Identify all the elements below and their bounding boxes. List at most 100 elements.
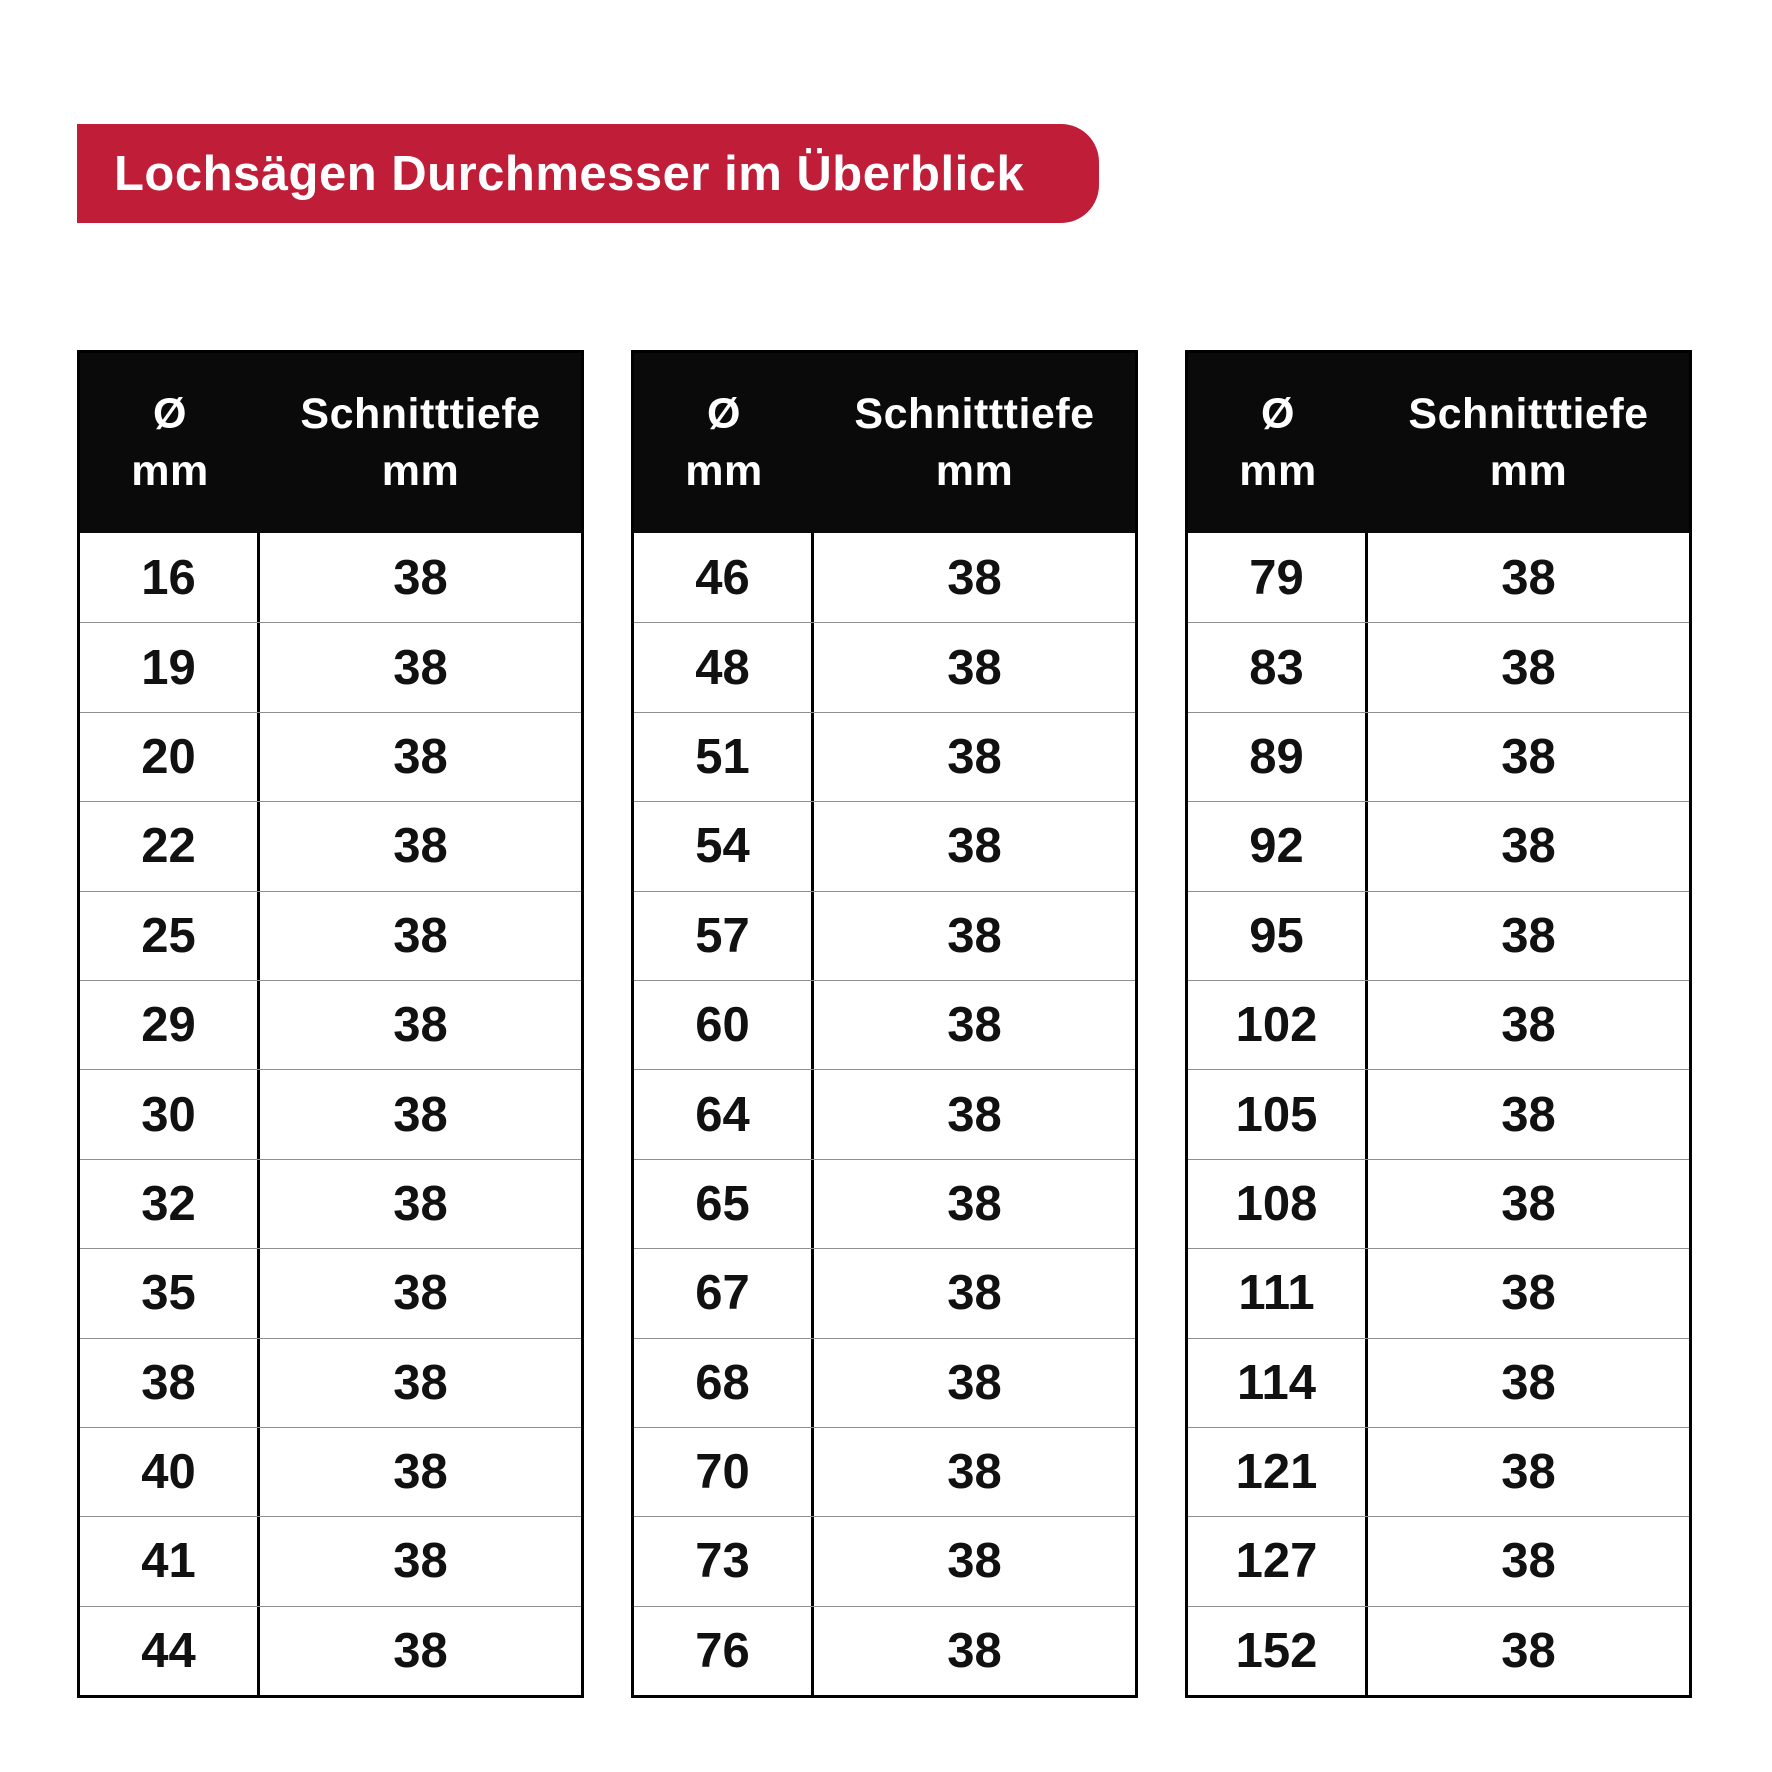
table-row: 46 38 <box>634 533 1135 623</box>
cut-depth-value: 38 <box>947 1087 1002 1142</box>
diameter-value: 25 <box>80 891 260 980</box>
cut-depth-value: 38 <box>393 819 448 874</box>
diameter-value: 79 <box>1188 533 1368 623</box>
cut-depth-value: 38 <box>1501 998 1556 1053</box>
diameter-column-header: Ø mm <box>634 353 814 533</box>
cut-depth-value: 38 <box>393 998 448 1053</box>
cut-depth-value: 38 <box>947 640 1002 695</box>
table-row: 121 38 <box>1188 1426 1689 1517</box>
cut-depth-value: 38 <box>947 729 1002 784</box>
diameter-value: 32 <box>80 1159 260 1249</box>
table-row: 95 38 <box>1188 890 1689 980</box>
table-3-header: Ø mm Schnitttiefe mm <box>1188 353 1689 533</box>
cut-depth-value: 38 <box>947 550 1002 605</box>
diameter-symbol: Ø <box>707 390 741 439</box>
cut-depth-value: 38 <box>393 1087 448 1142</box>
table-row: 111 38 <box>1188 1248 1689 1338</box>
table-row: 54 38 <box>634 801 1135 891</box>
diameter-value: 38 <box>80 1338 260 1427</box>
table-row: 92 38 <box>1188 801 1689 891</box>
cut-depth-value: 38 <box>1501 1087 1556 1142</box>
diameter-value: 114 <box>1188 1338 1368 1427</box>
table-2-header: Ø mm Schnitttiefe mm <box>634 353 1135 533</box>
diameter-table-1: Ø mm Schnitttiefe mm 16 38 19 38 20 38 22 38 25 3… <box>77 350 584 1699</box>
cut-depth-unit: mm <box>935 447 1014 495</box>
cut-depth-value: 38 <box>393 1534 448 1589</box>
cut-depth-value: 38 <box>947 819 1002 874</box>
table-row: 64 38 <box>634 1069 1135 1159</box>
diameter-symbol: Ø <box>1261 390 1295 439</box>
diameter-table-2: Ø mm Schnitttiefe mm 46 38 48 38 51 38 54 38 57 3… <box>631 350 1138 1699</box>
cut-depth-value: 38 <box>393 729 448 784</box>
diameter-value: 95 <box>1188 891 1368 980</box>
diameter-column-header: Ø mm <box>1188 353 1368 533</box>
table-row: 76 38 <box>634 1605 1135 1696</box>
cut-depth-label: Schnitttiefe <box>1408 390 1649 439</box>
page-title: Lochsägen Durchmesser im Überblick <box>114 146 1025 201</box>
cut-depth-value: 38 <box>393 640 448 695</box>
cut-depth-value: 38 <box>393 1445 448 1500</box>
diameter-value: 16 <box>80 533 260 623</box>
diameter-value: 35 <box>80 1249 260 1338</box>
diameter-value: 68 <box>634 1338 814 1427</box>
diameter-value: 89 <box>1188 712 1368 802</box>
cut-depth-value: 38 <box>393 550 448 605</box>
cut-depth-value: 38 <box>947 1266 1002 1321</box>
table-row: 29 38 <box>80 979 581 1070</box>
table-row: 51 38 <box>634 711 1135 802</box>
table-row: 25 38 <box>80 890 581 980</box>
table-row: 16 38 <box>80 533 581 623</box>
table-row: 40 38 <box>80 1426 581 1517</box>
table-row: 44 38 <box>80 1605 581 1696</box>
table-row: 65 38 <box>634 1158 1135 1249</box>
cut-depth-column-header: Schnitttiefe mm <box>260 353 581 533</box>
cut-depth-value: 38 <box>1501 640 1556 695</box>
cut-depth-unit: mm <box>381 447 460 495</box>
diameter-value: 108 <box>1188 1159 1368 1249</box>
table-1-header: Ø mm Schnitttiefe mm <box>80 353 581 533</box>
diameter-unit: mm <box>131 447 209 495</box>
diameter-unit: mm <box>685 447 763 495</box>
cut-depth-value: 38 <box>1501 1176 1556 1231</box>
table-row: 68 38 <box>634 1337 1135 1427</box>
diameter-value: 102 <box>1188 980 1368 1070</box>
table-row: 41 38 <box>80 1516 581 1606</box>
table-row: 57 38 <box>634 890 1135 980</box>
diameter-unit: mm <box>1239 447 1317 495</box>
table-row: 32 38 <box>80 1158 581 1249</box>
cut-depth-column-header: Schnitttiefe mm <box>1368 353 1689 533</box>
table-row: 35 38 <box>80 1248 581 1338</box>
diameter-value: 30 <box>80 1070 260 1159</box>
cut-depth-value: 38 <box>947 998 1002 1053</box>
cut-depth-value: 38 <box>1501 1534 1556 1589</box>
diameter-value: 40 <box>80 1427 260 1517</box>
diameter-value: 76 <box>634 1606 814 1696</box>
table-row: 19 38 <box>80 622 581 712</box>
cut-depth-value: 38 <box>393 1266 448 1321</box>
cut-depth-label: Schnitttiefe <box>854 390 1095 439</box>
table-row: 127 38 <box>1188 1516 1689 1606</box>
cut-depth-value: 38 <box>1501 1266 1556 1321</box>
table-row: 73 38 <box>634 1516 1135 1606</box>
table-3-body: 79 38 83 38 89 38 92 38 95 38 102 38 105 38 108 38 111 38… <box>1188 533 1689 1696</box>
cut-depth-value: 38 <box>1501 1355 1556 1410</box>
diameter-table-3: Ø mm Schnitttiefe mm 79 38 83 38 89 38 92 38 95 3… <box>1185 350 1692 1699</box>
diameter-value: 105 <box>1188 1070 1368 1159</box>
diameter-value: 22 <box>80 802 260 891</box>
cut-depth-value: 38 <box>947 908 1002 963</box>
diameter-value: 51 <box>634 712 814 802</box>
table-row: 79 38 <box>1188 533 1689 623</box>
diameter-value: 83 <box>1188 623 1368 712</box>
cut-depth-value: 38 <box>947 1355 1002 1410</box>
table-row: 108 38 <box>1188 1158 1689 1249</box>
diameter-value: 65 <box>634 1159 814 1249</box>
table-row: 70 38 <box>634 1426 1135 1517</box>
diameter-value: 92 <box>1188 802 1368 891</box>
cut-depth-value: 38 <box>947 1445 1002 1500</box>
diameter-value: 57 <box>634 891 814 980</box>
table-row: 114 38 <box>1188 1337 1689 1427</box>
diameter-column-header: Ø mm <box>80 353 260 533</box>
cut-depth-value: 38 <box>947 1176 1002 1231</box>
diameter-symbol: Ø <box>153 390 187 439</box>
table-row: 105 38 <box>1188 1069 1689 1159</box>
